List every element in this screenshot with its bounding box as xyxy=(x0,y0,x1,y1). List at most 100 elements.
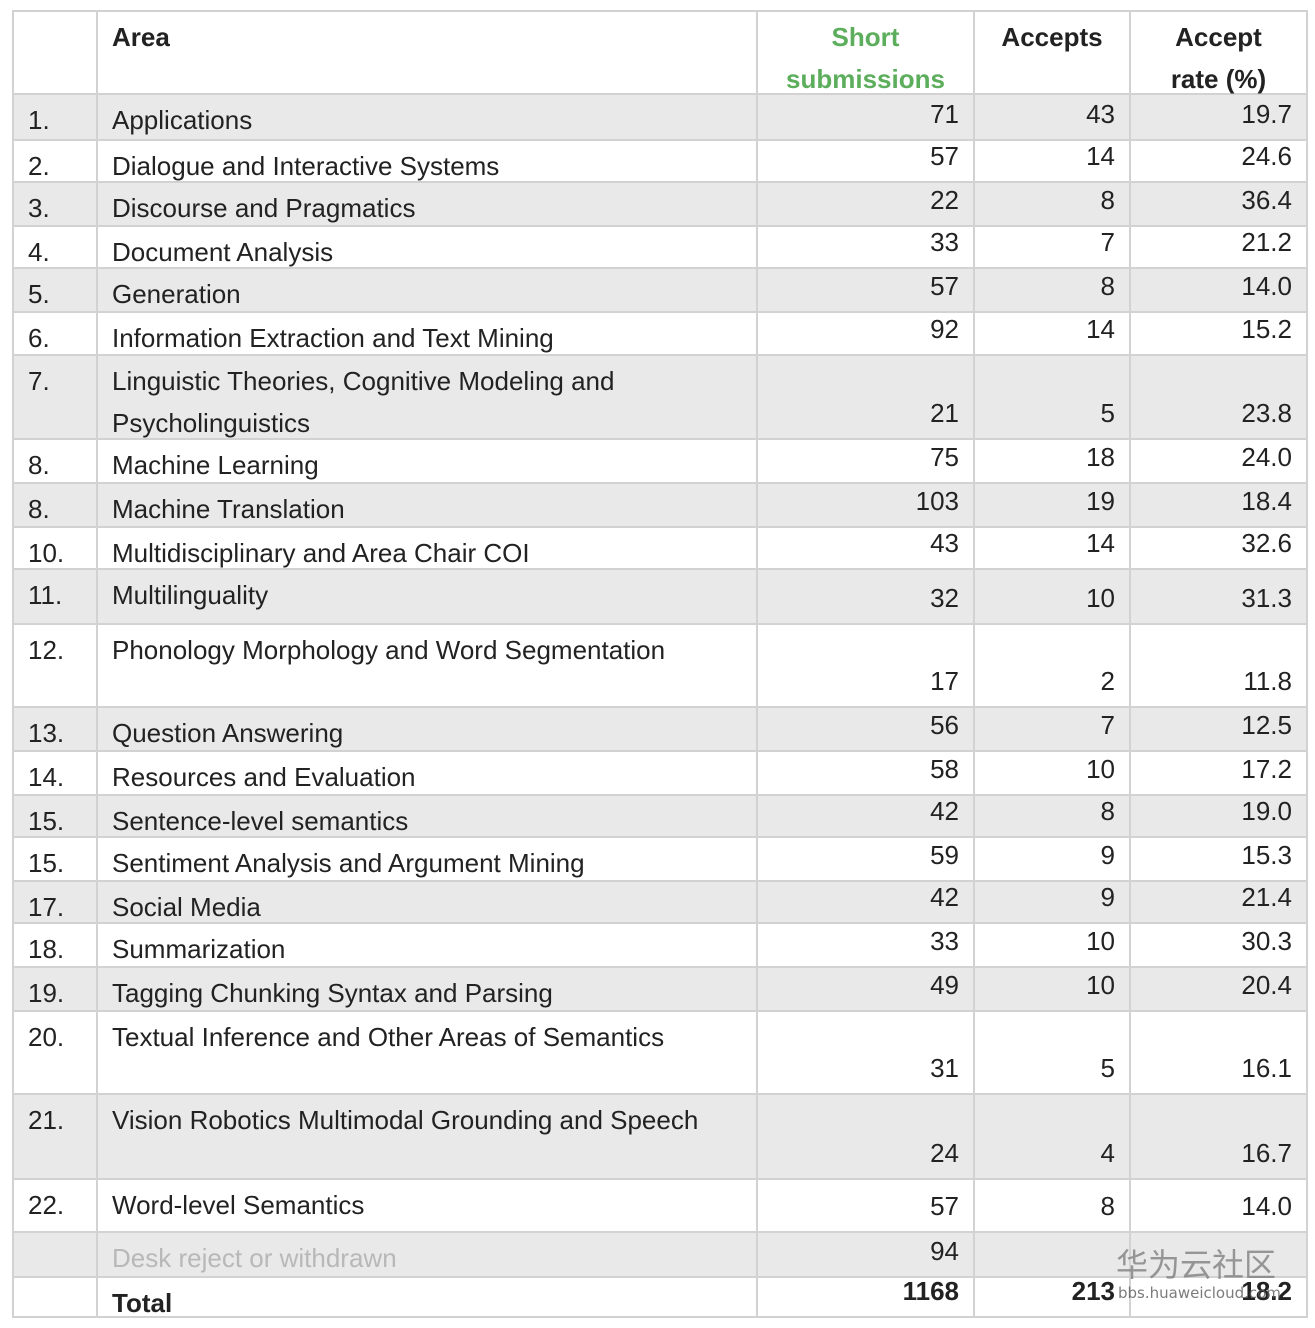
area-name: Tagging Chunking Syntax and Parsing xyxy=(98,968,758,1012)
area-name: Word-level Semantics xyxy=(98,1180,758,1233)
header-cell: Short submissions xyxy=(758,10,975,95)
area-name: Applications xyxy=(98,95,758,141)
accept-rate-text: 16.7 xyxy=(1241,1138,1292,1168)
area-name-text: Textual Inference and Other Areas of Sem… xyxy=(112,1022,665,1052)
accepts-count-text: 10 xyxy=(1086,926,1115,956)
row-number-text: 4. xyxy=(28,237,50,267)
row-number: 14. xyxy=(12,752,98,796)
accept-rate: 24.0 xyxy=(1131,440,1308,484)
accepts-count-text: 5 xyxy=(1100,398,1115,428)
area-name: Information Extraction and Text Mining xyxy=(98,313,758,356)
row-number-text: 22. xyxy=(28,1190,65,1220)
area-name: Sentence-level semantics xyxy=(98,796,758,838)
accepts-count: 2 xyxy=(975,625,1131,708)
short-count-text: 103 xyxy=(915,486,959,516)
short-count: 31 xyxy=(758,1012,975,1095)
accept-rate-text: 18.4 xyxy=(1241,486,1292,516)
short-count: 42 xyxy=(758,796,975,838)
accept-rate: 21.2 xyxy=(1131,227,1308,269)
accept-rate-text: 36.4 xyxy=(1241,185,1292,215)
desk-label-text: Desk reject or withdrawn xyxy=(112,1243,397,1273)
short-count: 58 xyxy=(758,752,975,796)
accept-rate: 11.8 xyxy=(1131,625,1308,708)
total-rate-text: 18.2 xyxy=(1241,1276,1292,1306)
accept-rate: 18.4 xyxy=(1131,484,1308,528)
row-number: 19. xyxy=(12,968,98,1012)
area-name: Vision Robotics Multimodal Grounding and… xyxy=(98,1095,758,1180)
accept-rate-text: 24.6 xyxy=(1241,141,1292,171)
row-number-text: 8. xyxy=(28,450,50,480)
row-number-text: 15. xyxy=(28,806,65,836)
short-count: 42 xyxy=(758,882,975,924)
area-name-text: Phonology Morphology and Word Segmentati… xyxy=(112,635,666,665)
short-count: 33 xyxy=(758,227,975,269)
accept-rate: 16.1 xyxy=(1131,1012,1308,1095)
area-name-text: Dialogue and Interactive Systems xyxy=(112,151,500,181)
accept-rate: 36.4 xyxy=(1131,183,1308,227)
accept-rate-text: 16.1 xyxy=(1241,1053,1292,1083)
accepts-count: 8 xyxy=(975,269,1131,313)
accepts-count-text: 43 xyxy=(1086,99,1115,129)
short-count-text: 57 xyxy=(930,271,959,301)
short-count: 57 xyxy=(758,141,975,183)
header-cell: Area xyxy=(98,10,758,95)
short-count-text: 21 xyxy=(930,398,959,428)
row-number: 22. xyxy=(12,1180,98,1233)
area-name: Dialogue and Interactive Systems xyxy=(98,141,758,183)
short-count: 57 xyxy=(758,1180,975,1233)
accept-rate: 16.7 xyxy=(1131,1095,1308,1180)
row-number: 8. xyxy=(12,440,98,484)
accepts-count-text: 8 xyxy=(1100,1191,1115,1221)
short-count: 57 xyxy=(758,269,975,313)
row-number: 13. xyxy=(12,708,98,752)
accepts-count: 10 xyxy=(975,752,1131,796)
accept-rate: 12.5 xyxy=(1131,708,1308,752)
area-name-text: Sentence-level semantics xyxy=(112,806,409,836)
accepts-count-text: 14 xyxy=(1086,528,1115,558)
short-count-text: 56 xyxy=(930,710,959,740)
accept-rate-text: 31.3 xyxy=(1241,583,1292,613)
short-count: 56 xyxy=(758,708,975,752)
accepts-count-text: 19 xyxy=(1086,486,1115,516)
accept-rate: 21.4 xyxy=(1131,882,1308,924)
accept-rate-text: 15.3 xyxy=(1241,840,1292,870)
accept-rate-text: 12.5 xyxy=(1241,710,1292,740)
area-name: Summarization xyxy=(98,924,758,968)
accepts-count-text: 10 xyxy=(1086,970,1115,1000)
accepts-count-text: 18 xyxy=(1086,442,1115,472)
short-count-text: 32 xyxy=(930,583,959,613)
area-name: Textual Inference and Other Areas of Sem… xyxy=(98,1012,758,1095)
area-name: Resources and Evaluation xyxy=(98,752,758,796)
short-count: 59 xyxy=(758,838,975,882)
short-count-text: 43 xyxy=(930,528,959,558)
accepts-count: 14 xyxy=(975,141,1131,183)
short-count: 33 xyxy=(758,924,975,968)
short-count: 75 xyxy=(758,440,975,484)
area-name-text: Machine Learning xyxy=(112,450,319,480)
area-name-text: Word-level Semantics xyxy=(112,1190,365,1220)
accept-rate-text: 17.2 xyxy=(1241,754,1292,784)
accept-rate-text: 32.6 xyxy=(1241,528,1292,558)
row-number-text: 1. xyxy=(28,105,50,135)
area-name: Phonology Morphology and Word Segmentati… xyxy=(98,625,758,708)
total-label-text: Total xyxy=(112,1288,173,1318)
header-cell-text: Short submissions xyxy=(786,22,945,94)
accept-rate-text: 14.0 xyxy=(1241,1191,1292,1221)
accept-rate-text: 15.2 xyxy=(1241,314,1292,344)
accepts-count: 14 xyxy=(975,528,1131,570)
accepts-count: 19 xyxy=(975,484,1131,528)
total-short: 1168 xyxy=(758,1276,975,1318)
accepts-count: 18 xyxy=(975,440,1131,484)
accept-rate: 23.8 xyxy=(1131,356,1308,440)
area-name-text: Multilinguality xyxy=(112,580,269,610)
accept-rate-text: 24.0 xyxy=(1241,442,1292,472)
accepts-count-text: 2 xyxy=(1100,666,1115,696)
short-count-text: 92 xyxy=(930,314,959,344)
accepts-count: 5 xyxy=(975,1012,1131,1095)
area-name-text: Document Analysis xyxy=(112,237,334,267)
accepts-count-text: 14 xyxy=(1086,141,1115,171)
row-number-text: 6. xyxy=(28,323,50,353)
accepts-count: 10 xyxy=(975,570,1131,625)
row-number-text: 18. xyxy=(28,934,65,964)
accepts-count-text: 7 xyxy=(1100,227,1115,257)
